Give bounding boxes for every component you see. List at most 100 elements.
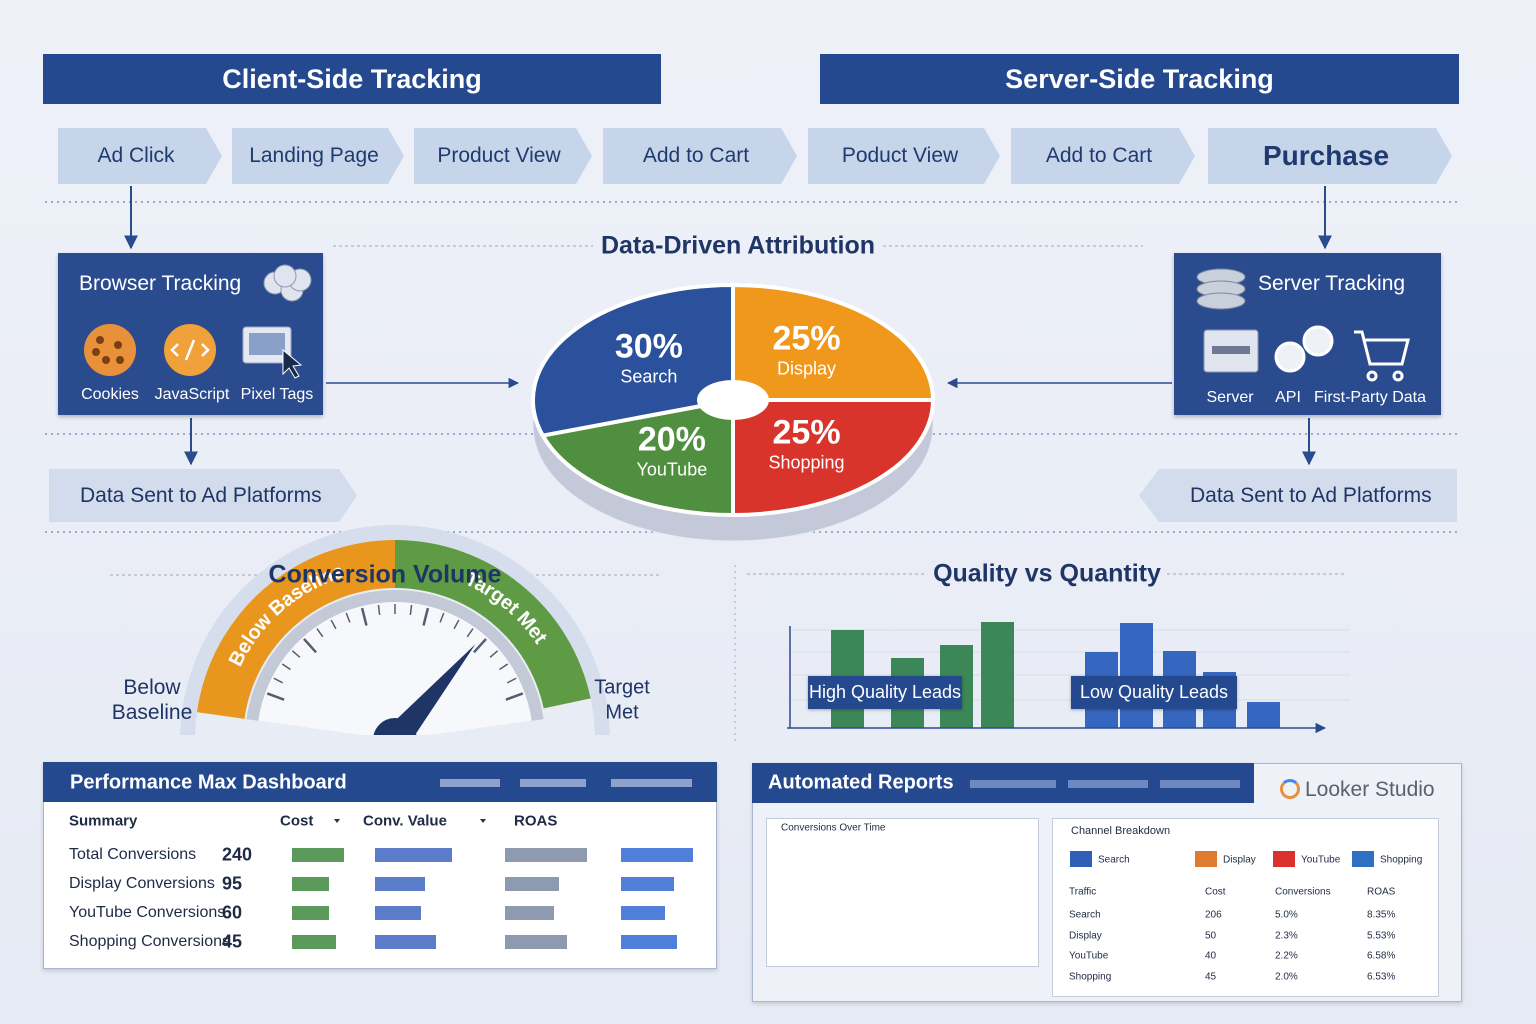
- table-cell: Search: [1069, 909, 1101, 921]
- cell-placeholder: [375, 906, 421, 920]
- brand-name: Looker Studio: [1305, 778, 1435, 801]
- row-value: 95: [222, 873, 243, 894]
- legend-label: Display: [1223, 854, 1256, 866]
- cell-placeholder: [505, 935, 567, 949]
- gauge-tick: [360, 607, 368, 626]
- sort-caret: [480, 819, 486, 823]
- section-header: Server-Side Tracking: [820, 54, 1459, 104]
- cell-placeholder: [505, 906, 554, 920]
- header-placeholder: [520, 779, 586, 787]
- cell-placeholder: [621, 848, 693, 862]
- table-cell: 50: [1205, 930, 1217, 941]
- cookie-chip: [116, 356, 124, 364]
- box-item-label: First-Party Data: [1313, 389, 1426, 406]
- flow-step: Poduct View: [808, 128, 1000, 184]
- cell-placeholder: [375, 848, 452, 862]
- subpanel: [766, 818, 1039, 967]
- cookie-chip: [102, 356, 110, 364]
- slice-value-label: 30%: [614, 327, 683, 366]
- legend-swatch: [1273, 851, 1295, 867]
- column-header: Conversions: [1275, 886, 1331, 898]
- gauge-tick: [439, 612, 445, 623]
- gauge-hub: [373, 718, 417, 735]
- pie-slice: [539, 397, 735, 518]
- pie-slice: [731, 282, 936, 402]
- legend-label: Shopping: [1380, 854, 1423, 866]
- flow-step: Ad Click: [58, 128, 222, 184]
- table-cell: 2.2%: [1275, 950, 1298, 962]
- gauge-face: [258, 602, 532, 735]
- gauge-tick: [316, 628, 324, 638]
- gauge-side-label: Target: [594, 676, 650, 699]
- section-title: Conversion Volume: [268, 560, 502, 589]
- output-box: Data Sent to Ad Platforms: [49, 469, 357, 522]
- section-title: Data-Driven Attribution: [600, 231, 876, 260]
- pixel-screen: [249, 333, 285, 355]
- section-header: Client-Side Tracking: [43, 54, 661, 104]
- gauge-tick: [273, 677, 284, 684]
- column-header: Cost: [1205, 886, 1226, 898]
- table-cell: 2.3%: [1275, 930, 1298, 941]
- series-label: High Quality Leads: [808, 676, 962, 709]
- cell-placeholder: [375, 935, 436, 949]
- gauge: Below Baseline Target Met: [180, 525, 610, 735]
- gauge-tick: [345, 612, 351, 623]
- box-item-label: Cookies: [81, 386, 139, 403]
- table-cell: 8.35%: [1367, 909, 1396, 921]
- api-icon: [1302, 325, 1334, 357]
- subpanel: [1052, 818, 1439, 997]
- row-label: Shopping Conversions: [69, 933, 230, 950]
- box-item-label: JavaScript: [154, 386, 230, 403]
- header-placeholder: [970, 780, 1056, 788]
- coins-icon: [273, 264, 297, 288]
- slice-value-label: 25%: [772, 413, 841, 452]
- box-title: Server Tracking: [1258, 272, 1406, 295]
- pie-hole: [697, 380, 769, 420]
- column-header: ROAS: [1367, 886, 1396, 898]
- panel-title: Performance Max Dashboard: [70, 771, 347, 794]
- legend-label: Search: [1098, 854, 1130, 866]
- header-placeholder: [440, 779, 500, 787]
- gauge-tick: [499, 663, 509, 671]
- cell-placeholder: [375, 877, 425, 891]
- gauge-band: [395, 540, 591, 709]
- panel-title: Automated Reports: [768, 771, 954, 794]
- flow-step: Product View: [414, 128, 592, 184]
- legend-swatch: [1352, 851, 1374, 867]
- output-box: Data Sent to Ad Platforms: [1139, 469, 1457, 522]
- slice-value-label: 25%: [772, 319, 841, 358]
- slice-name-label: Search: [620, 366, 678, 387]
- section-title: Quality vs Quantity: [933, 559, 1161, 588]
- header-placeholder: [1160, 780, 1240, 788]
- legend-swatch: [1070, 851, 1092, 867]
- row-value: 240: [222, 844, 253, 865]
- column-header: Cost: [280, 812, 314, 830]
- gauge-tick: [291, 650, 301, 658]
- flow-step: Add to Cart: [1011, 128, 1195, 184]
- panel-header: [43, 762, 717, 802]
- flow-step: Purchase: [1208, 128, 1452, 184]
- row-label: Display Conversions: [69, 875, 215, 892]
- cursor-icon: [282, 348, 303, 379]
- pie-slice: [731, 398, 936, 518]
- sort-caret: [334, 819, 340, 823]
- row-label: YouTube Conversions: [69, 904, 226, 921]
- gauge-tick: [473, 638, 487, 654]
- table-cell: 6.58%: [1367, 950, 1396, 962]
- cell-placeholder: [505, 877, 559, 891]
- gauge-tick: [266, 692, 285, 701]
- flow-step: Landing Page: [232, 128, 404, 184]
- table-cell: Display: [1069, 930, 1102, 941]
- box-item-label: Server: [1206, 389, 1254, 406]
- box-item-label: API: [1275, 389, 1301, 406]
- slice-name-label: Display: [777, 358, 837, 379]
- slice-value-label: 20%: [637, 420, 706, 459]
- row-value: 45: [222, 931, 243, 952]
- cell-placeholder: [292, 877, 329, 891]
- cell-placeholder: [505, 848, 587, 862]
- table-cell: YouTube: [1069, 950, 1109, 962]
- server-slot: [1212, 346, 1250, 354]
- table-cell: 6.53%: [1367, 971, 1396, 982]
- bar: [981, 622, 1014, 728]
